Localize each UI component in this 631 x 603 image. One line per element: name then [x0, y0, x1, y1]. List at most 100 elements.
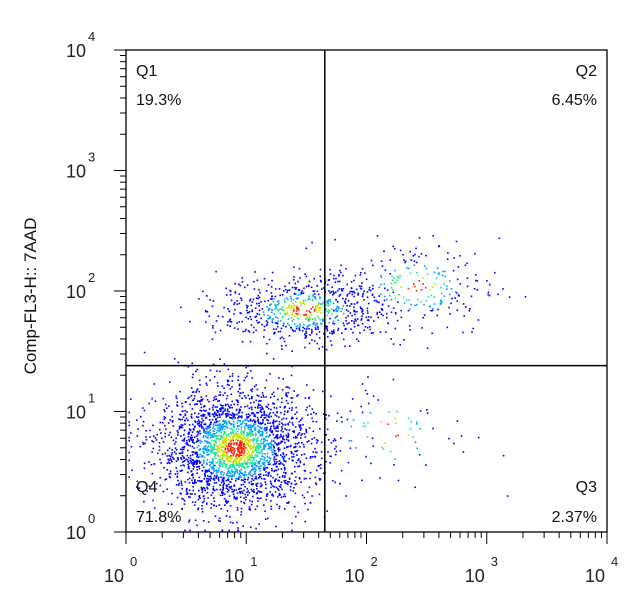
- data-point: [325, 414, 327, 416]
- data-point: [213, 440, 215, 442]
- data-point: [152, 441, 155, 443]
- data-point: [130, 432, 132, 434]
- data-point: [294, 470, 296, 473]
- data-point: [202, 419, 205, 422]
- data-point: [271, 444, 274, 447]
- data-point: [186, 443, 188, 446]
- data-point: [274, 288, 277, 290]
- data-point: [296, 436, 298, 439]
- data-point: [296, 297, 298, 300]
- data-point: [271, 421, 274, 424]
- data-point: [281, 418, 283, 421]
- data-point: [217, 315, 220, 317]
- data-point: [239, 419, 241, 422]
- data-point: [258, 302, 260, 305]
- data-point: [310, 286, 313, 289]
- data-point: [223, 441, 226, 443]
- data-point: [220, 410, 222, 412]
- data-point: [280, 426, 283, 428]
- data-point: [239, 475, 241, 477]
- data-point: [237, 417, 239, 419]
- data-point: [244, 471, 246, 473]
- x-tick-label-exponent: 0: [130, 554, 137, 569]
- data-point: [241, 449, 243, 452]
- data-point: [176, 496, 179, 499]
- data-point: [197, 400, 199, 402]
- data-point: [372, 264, 374, 267]
- data-point: [201, 454, 203, 457]
- data-point: [255, 469, 257, 471]
- data-point: [379, 331, 382, 333]
- data-point: [189, 457, 192, 460]
- data-point: [287, 423, 289, 426]
- data-point: [297, 433, 300, 435]
- data-point: [226, 412, 228, 415]
- data-point: [195, 460, 197, 462]
- data-point: [260, 430, 262, 433]
- data-point: [399, 344, 401, 346]
- data-point: [227, 403, 229, 406]
- data-point: [240, 468, 242, 471]
- data-point: [131, 469, 134, 472]
- data-point: [438, 245, 441, 247]
- data-point: [191, 454, 194, 456]
- data-point: [224, 420, 227, 423]
- data-point: [414, 285, 416, 288]
- data-point: [322, 287, 325, 289]
- data-point: [244, 405, 246, 408]
- data-point: [282, 309, 284, 311]
- data-point: [335, 298, 337, 301]
- data-point: [291, 311, 294, 313]
- data-point: [246, 432, 248, 434]
- data-point: [231, 478, 233, 480]
- data-point: [445, 285, 448, 287]
- data-point: [240, 458, 243, 461]
- data-point: [410, 303, 412, 306]
- data-point: [306, 328, 308, 330]
- q2-name: Q2: [576, 63, 597, 80]
- data-point: [446, 258, 449, 260]
- data-point: [233, 327, 236, 329]
- data-point: [321, 303, 323, 305]
- data-point: [237, 379, 239, 382]
- data-point: [181, 508, 183, 510]
- data-point: [277, 304, 279, 306]
- data-point: [240, 297, 242, 299]
- data-point: [266, 455, 269, 458]
- data-point: [247, 426, 250, 428]
- data-point: [156, 433, 158, 436]
- data-point: [198, 455, 201, 458]
- data-point: [420, 289, 423, 291]
- data-point: [201, 508, 203, 510]
- data-point: [247, 494, 249, 496]
- data-point: [192, 439, 195, 441]
- data-point: [329, 292, 331, 294]
- data-point: [230, 466, 232, 468]
- data-point: [238, 487, 241, 490]
- data-point: [312, 323, 314, 325]
- data-point: [330, 442, 333, 444]
- data-point: [236, 472, 239, 474]
- data-point: [338, 280, 341, 283]
- data-point: [224, 410, 226, 412]
- data-point: [243, 448, 246, 451]
- data-point: [462, 303, 465, 305]
- data-point: [260, 409, 262, 411]
- data-point: [251, 454, 253, 456]
- data-point: [314, 327, 317, 329]
- data-point: [219, 425, 221, 427]
- data-point: [235, 453, 238, 455]
- data-point: [277, 426, 279, 428]
- data-point: [180, 458, 183, 460]
- data-point: [211, 435, 213, 438]
- data-point: [285, 386, 288, 388]
- data-point: [251, 445, 253, 448]
- data-point: [266, 406, 269, 408]
- data-point: [345, 495, 347, 497]
- data-point: [248, 473, 251, 475]
- data-point: [270, 444, 273, 446]
- data-point: [245, 496, 247, 498]
- data-point: [181, 424, 184, 426]
- data-point: [257, 407, 259, 409]
